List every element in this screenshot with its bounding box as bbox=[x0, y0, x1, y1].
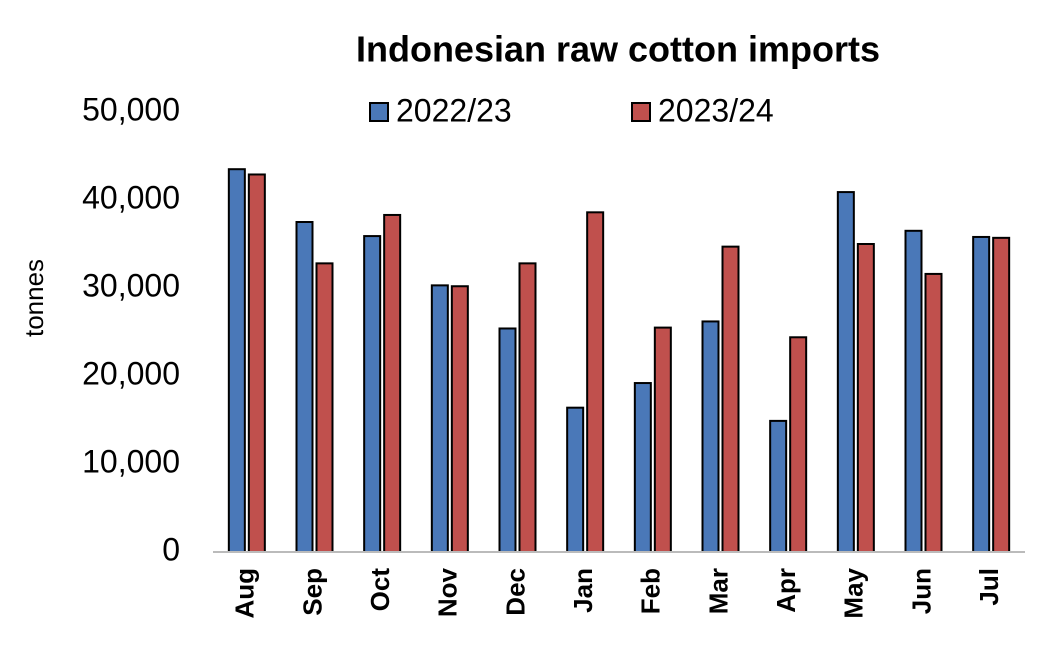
bar bbox=[518, 262, 537, 553]
x-tick-label: Sep bbox=[297, 568, 327, 616]
bar bbox=[856, 243, 875, 553]
x-tick-label: Feb bbox=[636, 568, 666, 614]
bar bbox=[904, 229, 923, 554]
legend-label: 2023/24 bbox=[658, 92, 774, 128]
bar bbox=[633, 382, 652, 554]
x-tick-label: Jul bbox=[974, 568, 1004, 606]
x-tick-label: Oct bbox=[365, 568, 395, 612]
bar bbox=[972, 235, 991, 554]
x-tick-label: Jun bbox=[906, 568, 936, 614]
y-tick-label: 10,000 bbox=[82, 443, 180, 479]
y-tick-label: 50,000 bbox=[82, 91, 180, 127]
bar bbox=[586, 211, 605, 553]
legend-swatch bbox=[631, 102, 651, 122]
legend-label: 2022/23 bbox=[396, 92, 512, 128]
bar bbox=[227, 168, 246, 553]
bar bbox=[498, 327, 517, 554]
bar bbox=[247, 173, 266, 553]
bar bbox=[769, 419, 788, 553]
y-tick-label: 20,000 bbox=[82, 355, 180, 391]
bar bbox=[315, 262, 334, 553]
bar bbox=[992, 236, 1011, 553]
bar bbox=[836, 191, 855, 554]
x-tick-label: Aug bbox=[230, 568, 260, 619]
x-tick-label: Jan bbox=[568, 568, 598, 613]
bar bbox=[789, 336, 808, 553]
x-tick-label: Apr bbox=[771, 568, 801, 613]
bar bbox=[566, 406, 585, 553]
x-tick-label: Mar bbox=[703, 568, 733, 614]
y-tick-label: 40,000 bbox=[82, 179, 180, 215]
chart-title: Indonesian raw cotton imports bbox=[356, 29, 880, 70]
legend-swatch bbox=[369, 102, 389, 122]
bar bbox=[653, 326, 672, 553]
bar bbox=[701, 320, 720, 553]
x-tick-label: May bbox=[839, 567, 869, 618]
bar bbox=[295, 221, 314, 553]
bar bbox=[363, 235, 382, 554]
y-axis-label: tonnes bbox=[19, 259, 49, 337]
y-tick-label: 30,000 bbox=[82, 267, 180, 303]
bar bbox=[450, 285, 469, 553]
bar bbox=[721, 245, 740, 553]
x-tick-label: Dec bbox=[500, 568, 530, 616]
x-tick-label: Nov bbox=[433, 567, 463, 617]
y-tick-label: 0 bbox=[162, 531, 180, 567]
bar bbox=[383, 213, 402, 554]
bar bbox=[430, 284, 449, 553]
bar bbox=[924, 272, 943, 553]
